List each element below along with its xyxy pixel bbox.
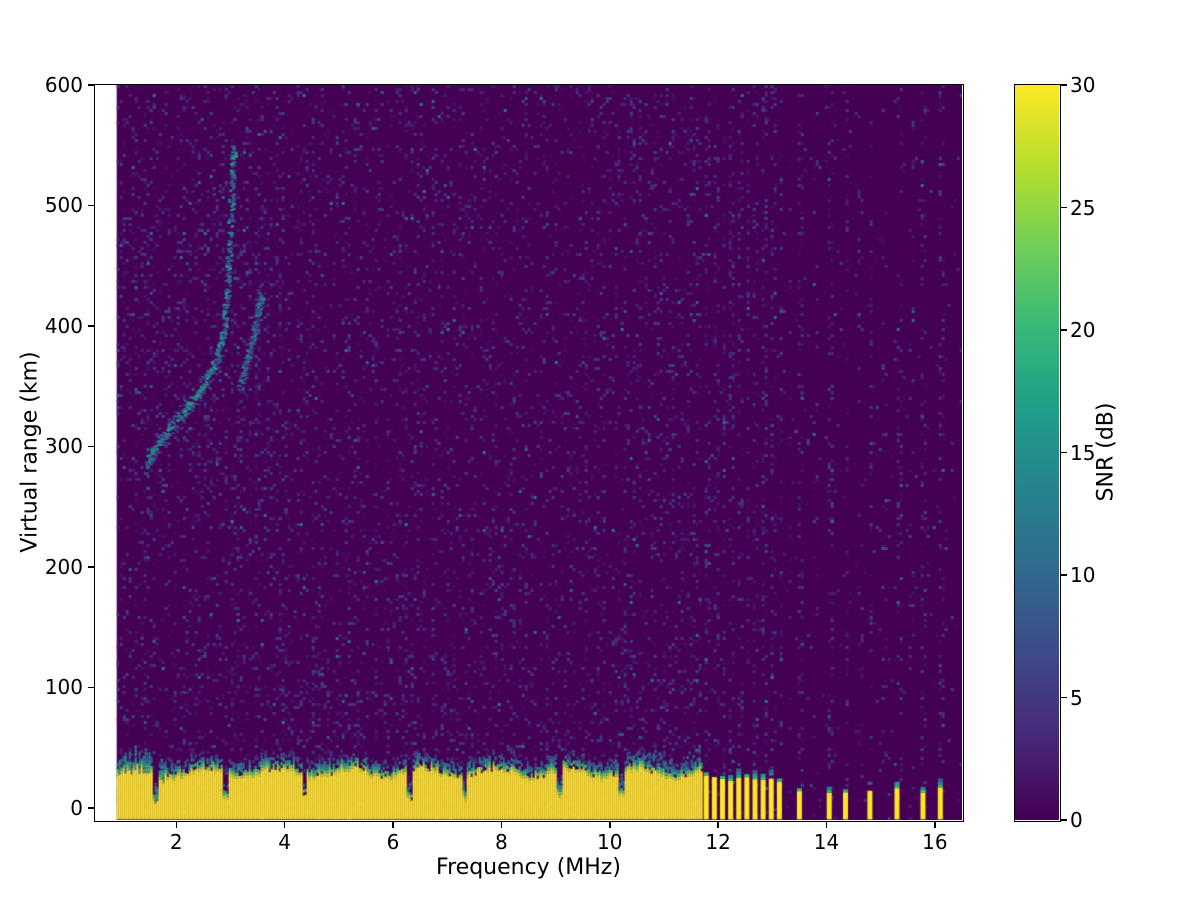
heatmap-canvas: [95, 85, 962, 820]
y-tick-label: 0: [70, 795, 83, 820]
y-tick-label: 600: [44, 73, 83, 97]
colorbar-tick-label: 20: [1070, 318, 1096, 342]
x-tick-mark: [392, 821, 394, 828]
colorbar-tick-label: 10: [1070, 563, 1096, 587]
x-tick-label: 2: [169, 830, 183, 854]
x-tick-mark: [934, 821, 936, 828]
colorbar-tick-label: 25: [1070, 195, 1096, 220]
x-tick-mark: [717, 821, 719, 828]
y-tick-mark: [87, 566, 94, 568]
x-tick-mark: [175, 821, 178, 828]
colorbar-tick-label: 0: [1070, 808, 1083, 832]
colorbar-tick-mark: [1060, 696, 1067, 699]
y-tick-label: 100: [44, 675, 83, 700]
colorbar-tick-mark: [1060, 84, 1067, 86]
y-tick-label: 200: [44, 554, 83, 579]
colorbar-gradient: [1015, 85, 1059, 820]
x-tick-label: 10: [597, 830, 623, 854]
y-tick-mark: [87, 686, 94, 689]
x-tick-label: 14: [813, 830, 840, 854]
y-tick-mark: [87, 84, 94, 86]
y-tick-mark: [87, 325, 94, 327]
colorbar-tick-mark: [1060, 206, 1067, 209]
x-axis-label: Frequency (MHz): [436, 855, 621, 880]
y-tick-mark: [87, 807, 94, 809]
y-tick-label: 400: [44, 313, 83, 338]
y-tick-mark: [87, 204, 94, 207]
y-tick-label: 500: [44, 193, 83, 218]
y-tick-mark: [87, 445, 94, 448]
colorbar-label: SNR (dB): [1093, 402, 1119, 502]
colorbar-tick-mark: [1060, 329, 1067, 331]
y-axis-label: Virtual range (km): [17, 351, 43, 553]
colorbar-tick-mark: [1060, 451, 1067, 454]
x-tick-label: 8: [495, 830, 508, 854]
x-tick-label: 4: [278, 830, 292, 854]
colorbar-tick-label: 15: [1070, 440, 1096, 465]
colorbar-tick-mark: [1060, 819, 1067, 821]
x-tick-mark: [500, 821, 503, 828]
colorbar-tick-mark: [1060, 574, 1067, 576]
x-tick-mark: [283, 821, 286, 828]
x-tick-mark: [609, 821, 611, 828]
x-tick-label: 12: [705, 830, 731, 854]
x-tick-label: 16: [922, 830, 948, 854]
x-tick-label: 6: [386, 830, 400, 854]
colorbar-tick-label: 30: [1070, 73, 1096, 97]
x-tick-mark: [825, 821, 828, 828]
colorbar-tick-label: 5: [1070, 685, 1083, 710]
